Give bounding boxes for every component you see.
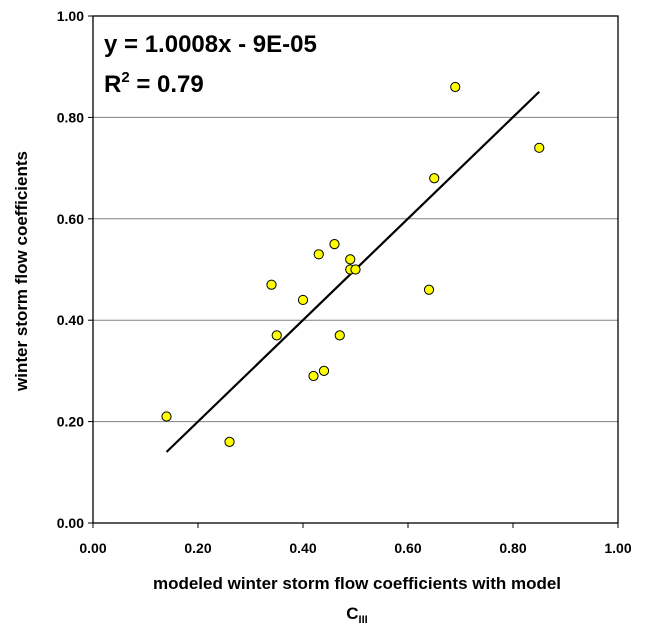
data-point (224, 436, 235, 447)
data-points (161, 81, 545, 447)
gridlines (93, 116, 618, 423)
data-point (334, 330, 345, 341)
r-squared-prefix: R (104, 71, 121, 98)
tick-marks (88, 15, 619, 528)
data-point (450, 81, 461, 93)
y-tick-label: 0.40 (57, 312, 84, 328)
x-tick-label: 0.00 (79, 540, 106, 556)
data-point (271, 330, 282, 341)
x-tick-label: 0.20 (184, 540, 211, 556)
x-tick-label: 0.80 (499, 540, 526, 556)
data-point (329, 239, 340, 250)
data-point (313, 249, 324, 260)
data-point (297, 294, 309, 306)
r-squared-superscript: 2 (121, 69, 129, 86)
x-axis-title-c: C (346, 604, 358, 623)
x-tick-label: 1.00 (604, 540, 631, 556)
data-point (429, 173, 440, 184)
data-point (423, 284, 435, 295)
r-squared-value: = 0.79 (130, 71, 204, 98)
x-tick-label: 0.60 (394, 540, 421, 556)
data-point (350, 264, 361, 275)
x-tick-label: 0.40 (289, 540, 316, 556)
data-point (534, 142, 545, 153)
data-point (266, 279, 277, 290)
y-tick-label: 0.80 (57, 109, 84, 125)
plot-area-border (92, 15, 619, 524)
x-axis-title-subscript: III (359, 614, 368, 625)
equation-label: y = 1.0008x - 9E-05 (104, 31, 317, 58)
y-axis-title: winter storm flow coefficients (12, 151, 31, 392)
x-axis-title-symbol: CIII (346, 604, 367, 625)
data-point (345, 254, 356, 265)
y-tick-label: 0.60 (57, 211, 84, 227)
data-point (308, 370, 319, 382)
y-tick-label: 0.20 (57, 414, 84, 430)
data-point (161, 411, 172, 422)
data-point (318, 365, 330, 376)
y-tick-label: 0.00 (57, 515, 84, 531)
y-axis-tick-labels: 0.00 0.20 0.40 0.60 0.80 1.00 (57, 8, 84, 531)
r-squared-label: R2 = 0.79 (104, 69, 204, 98)
x-axis-title: modeled winter storm flow coefficients w… (153, 574, 561, 593)
y-tick-label: 1.00 (57, 8, 84, 24)
x-axis-tick-labels: 0.00 0.20 0.40 0.60 0.80 1.00 (79, 540, 631, 556)
